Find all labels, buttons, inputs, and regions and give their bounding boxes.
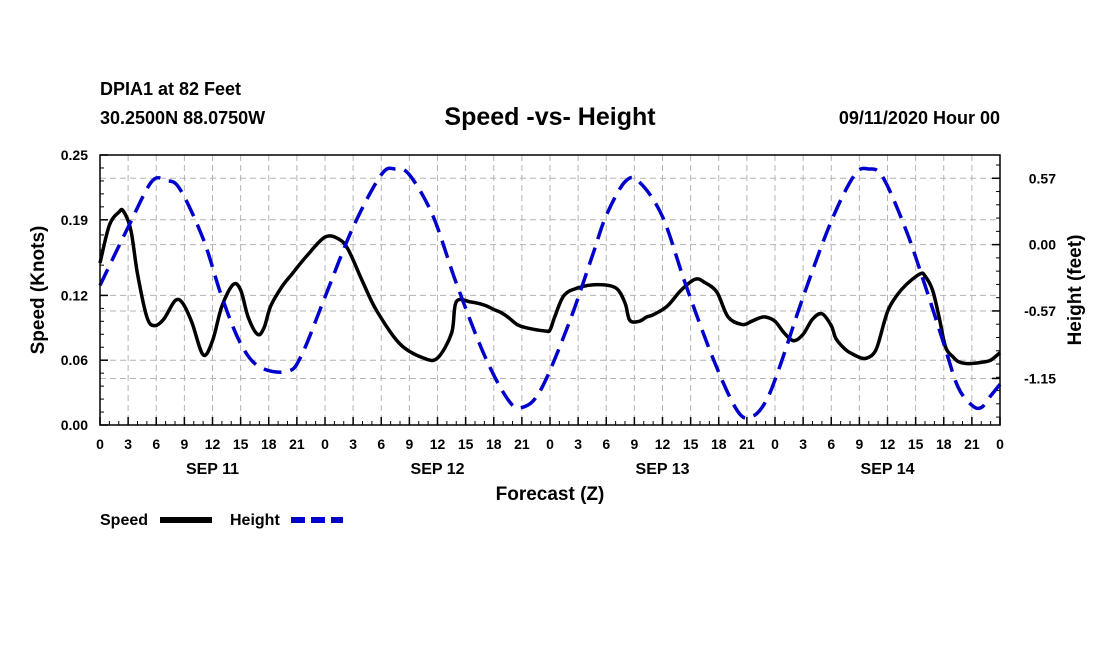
coords-label: 30.2500N 88.0750W [100,108,265,128]
y-tick-label: 0.00 [61,417,88,433]
series-line-speed [98,207,1002,366]
day-label: SEP 13 [636,461,690,478]
x-tick-label: 9 [180,436,188,452]
station-label: DPIA1 at 82 Feet [100,79,241,99]
series-lines [98,166,1002,420]
x-tick-label: 9 [405,436,413,452]
y-tick-label: 0.19 [61,212,88,228]
x-tick-label: 0 [546,436,554,452]
x-tick-label: 9 [630,436,638,452]
x-tick-label: 18 [486,436,502,452]
tick-labels: 0 3 6 9 12 15 18 21 0 3 6 9 12 15 18 21 0 3 6 9 12 15 18 21 0 3 6 9… [61,147,1056,478]
x-tick-label: 21 [514,436,530,452]
x-axis-label: Forecast (Z) [496,484,605,505]
chart-title: Speed -vs- Height [444,103,656,131]
x-tick-label: 15 [683,436,699,452]
series-line-height [98,166,1002,420]
plot-frame [99,154,1001,426]
x-tick-label: 12 [655,436,671,452]
x-tick-label: 18 [936,436,952,452]
legend-height-label: Height [230,512,280,529]
x-tick-label: 18 [261,436,277,452]
grid [100,155,1000,425]
x-tick-label: 12 [880,436,896,452]
day-label: SEP 14 [861,461,915,478]
x-tick-label: 6 [152,436,160,452]
y2-tick-label: 0.00 [1029,237,1056,253]
x-tick-label: 15 [908,436,924,452]
y-tick-label: 0.12 [61,287,88,303]
y2-tick-label: 0.57 [1029,170,1056,186]
x-tick-label: 6 [602,436,610,452]
x-tick-label: 6 [827,436,835,452]
y-tick-label: 0.25 [61,147,88,163]
x-tick-label: 21 [964,436,980,452]
legend: Speed Height [100,512,343,529]
y2-tick-label: -1.15 [1024,370,1056,386]
x-tick-label: 18 [711,436,727,452]
x-tick-label: 6 [377,436,385,452]
x-tick-label: 0 [996,436,1004,452]
x-tick-label: 3 [124,436,132,452]
x-tick-label: 21 [289,436,305,452]
x-tick-label: 0 [321,436,329,452]
y-axis-label: Speed (Knots) [28,226,49,355]
day-label: SEP 11 [186,461,239,478]
x-tick-label: 12 [205,436,221,452]
legend-speed-label: Speed [100,512,148,529]
x-tick-label: 21 [739,436,755,452]
y2-tick-label: -0.57 [1024,303,1056,319]
x-tick-label: 3 [574,436,582,452]
y2-axis-label: Height (feet) [1065,235,1086,346]
x-tick-label: 0 [96,436,104,452]
y-tick-label: 0.06 [61,352,88,368]
day-label: SEP 12 [411,461,465,478]
x-tick-label: 12 [430,436,446,452]
x-tick-label: 15 [458,436,474,452]
x-tick-label: 3 [349,436,357,452]
x-tick-label: 3 [799,436,807,452]
x-tick-label: 9 [855,436,863,452]
run-time-label: 09/11/2020 Hour 00 [839,108,1000,128]
x-tick-label: 15 [233,436,249,452]
x-tick-label: 0 [771,436,779,452]
